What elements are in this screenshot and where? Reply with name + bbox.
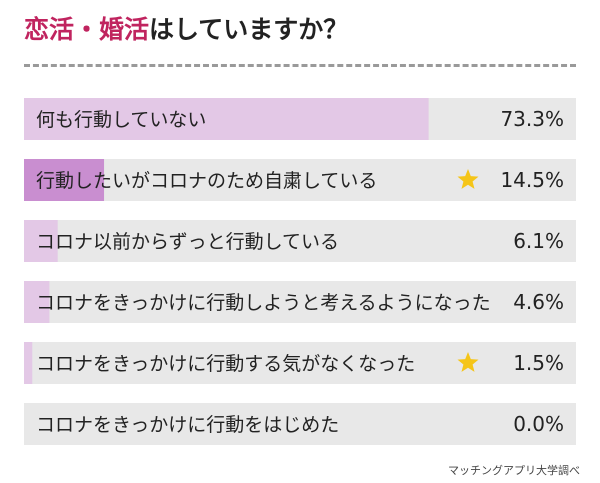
category-label: コロナをきっかけに行動をはじめた [36, 414, 339, 436]
title-highlight: 恋活・婚活 [24, 15, 150, 44]
bar-track [24, 403, 576, 445]
category-label: コロナ以前からずっと行動している [36, 231, 339, 253]
title-divider [24, 64, 576, 67]
bar [24, 159, 105, 201]
value-label: 6.1% [513, 229, 564, 253]
bar-track [24, 159, 576, 201]
category-label: コロナをきっかけに行動する気がなくなった [36, 353, 415, 375]
value-label: 4.6% [513, 290, 564, 314]
bar [24, 220, 58, 262]
category-label: 行動したいがコロナのため自粛している [36, 170, 377, 192]
bar-track [24, 281, 576, 323]
category-label: 何も行動していない [36, 109, 206, 131]
bar [24, 98, 429, 140]
value-label: 0.0% [513, 412, 564, 436]
page-title: 恋活・婚活はしていますか？ [24, 12, 348, 48]
bar [24, 342, 33, 384]
star-icon [457, 169, 479, 189]
bar-track [24, 342, 576, 384]
bar-track [24, 220, 576, 262]
category-label: コロナをきっかけに行動しようと考えるようになった [36, 292, 491, 314]
star-icon [457, 352, 479, 372]
bar [24, 281, 50, 323]
value-label: 14.5% [500, 168, 564, 192]
title-rest: はしていますか？ [149, 15, 349, 44]
source-note: マッチングアプリ大学調べ [448, 464, 580, 477]
value-label: 1.5% [513, 351, 564, 375]
value-label: 73.3% [500, 107, 564, 131]
